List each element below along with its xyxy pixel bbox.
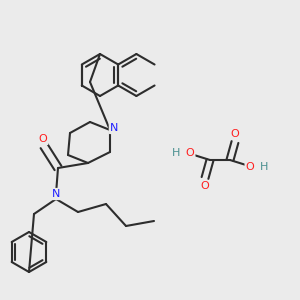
Text: H: H [172, 148, 180, 158]
Text: O: O [186, 148, 194, 158]
Text: O: O [231, 129, 239, 139]
Text: N: N [110, 123, 118, 133]
Text: O: O [246, 162, 254, 172]
Text: H: H [260, 162, 268, 172]
Text: O: O [201, 181, 209, 191]
Text: N: N [52, 189, 60, 199]
Text: O: O [39, 134, 47, 144]
